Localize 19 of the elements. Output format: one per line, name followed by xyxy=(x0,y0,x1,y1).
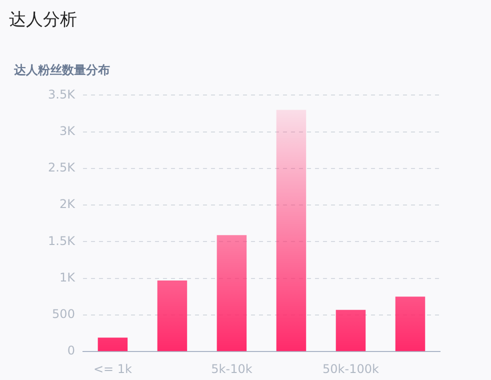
bar xyxy=(98,338,128,352)
x-tick-label: 5k-10k xyxy=(211,362,252,376)
y-tick-label: 2.5K xyxy=(48,160,76,175)
bar xyxy=(276,110,306,352)
x-tick-label: 50k-100k xyxy=(322,362,379,376)
y-tick-label: 3.5K xyxy=(48,87,76,102)
bar xyxy=(157,280,188,352)
y-tick-label: 1.5K xyxy=(48,234,76,248)
bar xyxy=(216,235,247,352)
y-tick-label: 0 xyxy=(67,344,75,358)
bar xyxy=(395,296,426,352)
chart-title: 达人分析 xyxy=(9,9,77,31)
y-tick-label: 2K xyxy=(59,197,76,212)
chart-subtitle: 达人粉丝数量分布 xyxy=(14,62,110,79)
y-tick-label: 1K xyxy=(59,270,76,284)
y-tick-label: 3K xyxy=(59,124,76,138)
bar xyxy=(336,310,366,352)
y-tick-label: 500 xyxy=(52,307,75,322)
x-tick-label: <= 1k xyxy=(93,362,132,376)
